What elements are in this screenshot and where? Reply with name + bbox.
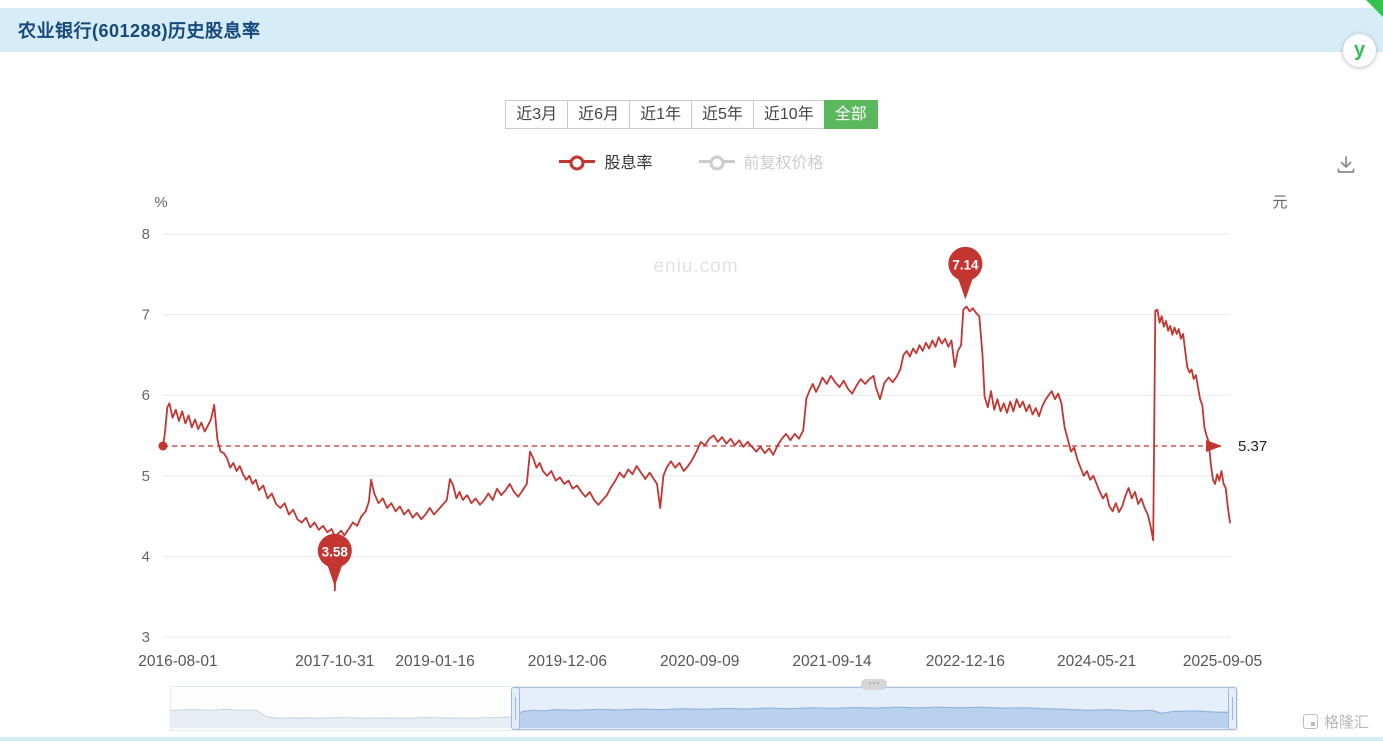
y-axis-label: 6 — [142, 387, 150, 404]
x-axis-label: 2019-12-06 — [528, 653, 607, 670]
navigator-left-handle[interactable] — [511, 687, 521, 730]
y-axis-label: 8 — [142, 226, 150, 243]
eniu-logo-letter: y — [1353, 39, 1366, 61]
y-axis-label: 4 — [142, 548, 150, 565]
max-marker-label: 7.14 — [952, 257, 979, 272]
series-start-dot — [158, 441, 168, 451]
range-button-3[interactable]: 近1年 — [629, 100, 692, 129]
x-axis-label: 2017-10-31 — [295, 653, 374, 670]
legend-item-dividend-yield[interactable]: 股息率 — [559, 149, 653, 173]
corner-ribbon-icon — [1366, 0, 1383, 17]
x-axis-label: 2025-09-05 — [1183, 653, 1262, 670]
range-button-1[interactable]: 近3月 — [505, 100, 569, 129]
y-axis-unit-right: 元 — [1272, 194, 1287, 211]
gelonghui-logo-icon — [1302, 714, 1318, 729]
current-value-arrow — [1206, 439, 1222, 452]
chart-navigator — [170, 679, 1238, 731]
legend-label: 前复权价格 — [743, 155, 824, 172]
current-value-label: 5.37 — [1238, 438, 1267, 455]
bottom-strip — [0, 737, 1383, 741]
range-button-6[interactable]: 全部 — [823, 100, 878, 129]
navigator-area-unselected — [171, 707, 1237, 729]
x-axis-label: 2022-12-16 — [926, 653, 1005, 670]
dividend-yield-line — [162, 305, 1231, 592]
legend-label: 股息率 — [604, 155, 653, 172]
eniu-watermark: eniu.com — [653, 256, 738, 277]
range-button-2[interactable]: 近6月 — [567, 100, 631, 129]
y-axis-unit-left: % — [154, 194, 167, 211]
navigator-mini-chart — [171, 706, 1237, 729]
y-axis-label: 7 — [142, 307, 150, 324]
page-header: 农业银行(601288)历史股息率 — [0, 8, 1383, 52]
min-marker-label: 3.58 — [322, 544, 349, 559]
gelonghui-watermark: 格隆汇 — [1302, 711, 1369, 732]
range-button-5[interactable]: 近10年 — [752, 100, 825, 129]
y-axis-label: 3 — [142, 629, 150, 646]
x-axis-label: 2021-09-14 — [792, 653, 872, 670]
eniu-logo[interactable]: y — [1343, 34, 1376, 67]
legend-line-circle-icon — [698, 155, 735, 170]
x-axis-label: 2016-08-01 — [138, 653, 217, 670]
x-axis-label: 2020-09-09 — [660, 653, 739, 670]
range-selector: 近3月 近6月 近1年 近5年 近10年 全部 — [0, 100, 1383, 129]
page-title: 农业银行(601288)历史股息率 — [18, 21, 261, 41]
x-axis-label: 2019-01-16 — [395, 653, 474, 670]
legend-line-circle-icon — [559, 155, 596, 170]
min-marker-pin — [317, 533, 352, 587]
x-axis-label: 2024-05-21 — [1057, 653, 1136, 670]
navigator-area-selected — [512, 707, 1237, 729]
navigator-move-handle[interactable] — [861, 679, 888, 690]
download-icon[interactable] — [1335, 154, 1357, 176]
range-button-4[interactable]: 近5年 — [690, 100, 754, 129]
legend-item-adjusted-price[interactable]: 前复权价格 — [698, 149, 824, 173]
navigator-selection[interactable] — [515, 687, 1233, 730]
navigator-right-handle[interactable] — [1227, 687, 1237, 730]
download-arrow-icon — [1337, 156, 1355, 173]
y-axis-label: 5 — [142, 468, 150, 485]
max-marker-pin — [948, 246, 983, 300]
navigator-line-selected — [511, 706, 1237, 718]
gelonghui-label: 格隆汇 — [1323, 714, 1369, 731]
chart-legend: 股息率 前复权价格 — [0, 149, 1383, 173]
